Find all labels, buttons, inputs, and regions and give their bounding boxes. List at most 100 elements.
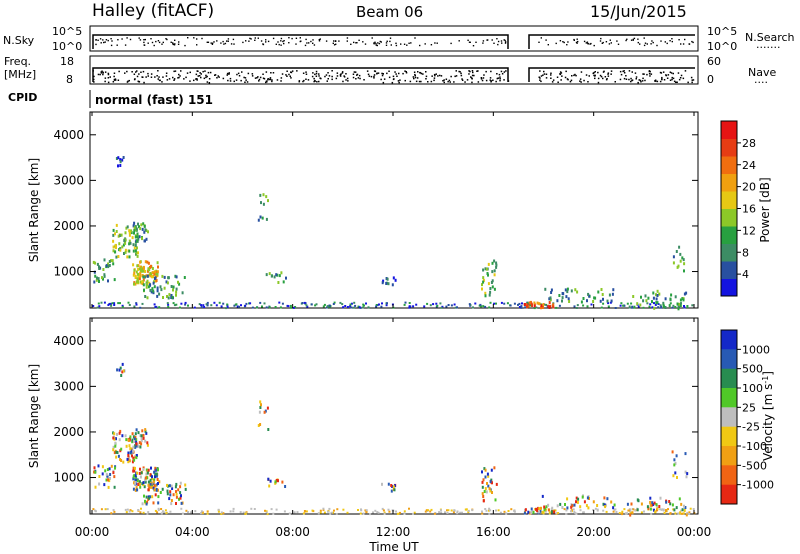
nave-dot [425,71,427,73]
colorbar-tick-label: 12 [742,224,756,237]
nave-dot [404,70,406,72]
nave-dot [205,76,207,79]
colorbar-swatch [721,446,737,466]
echo-cell [387,282,390,286]
echo-cell [147,261,150,265]
echo-cell [154,270,157,274]
nave-dot [667,74,670,76]
echo-cell [159,285,162,289]
echo-cell [408,306,411,309]
echo-cell [164,509,167,512]
echo-cell [481,510,483,513]
echo-cell [484,487,487,491]
nave-dot [381,72,383,75]
nsearch-dot [586,41,589,43]
echo-cell [133,282,135,286]
echo-cell [672,508,675,511]
echo-cell [386,277,389,281]
echo-cell [180,501,183,505]
echo-cell [145,431,148,435]
echo-cell [220,513,223,515]
nsearch-dot [332,42,334,44]
echo-cell [135,475,138,479]
echo-cell [158,480,161,484]
echo-cell [304,510,307,513]
echo-cell [98,267,101,270]
echo-cell [122,369,125,373]
nsearch-dot [376,44,378,47]
nave-dot [437,75,439,77]
echo-cell [357,509,359,511]
nsearch-dot [671,40,673,43]
nsearch-dot [165,38,167,40]
nave-dot [251,73,254,75]
echo-cell [517,303,519,306]
nave-dot [196,79,198,81]
echo-cell [140,471,143,475]
echo-cell [181,512,184,515]
echo-cell [149,485,152,489]
echo-cell [97,302,100,305]
echo-cell [112,431,115,435]
echo-cell [682,298,685,302]
nsearch-dot [573,38,575,41]
echo-cell [256,306,258,309]
nave-dot [367,73,370,76]
echo-cell [677,304,680,308]
y-tick-label: 3000 [53,379,84,393]
nave-dot [560,72,563,74]
echo-cell [134,466,136,470]
echo-cell [267,477,270,481]
nsearch-dot [227,40,229,42]
nsearch-dot [406,44,408,46]
nsearch-dot [493,42,495,44]
echo-cell [611,292,614,296]
nave-dot [659,71,662,74]
echo-cell [107,265,110,269]
nave-dot [331,78,333,81]
echo-cell [290,306,293,309]
nave-dot [427,81,429,83]
echo-cell [116,368,119,372]
echo-cell [131,460,134,464]
echo-cell [120,374,123,377]
echo-cell [480,305,482,308]
echo-cell [412,512,414,515]
echo-cell [465,508,468,511]
echo-cell [102,268,105,271]
nave-dot [638,79,640,81]
echo-cell [565,509,568,512]
nsearch-dot [216,40,218,42]
nsearch-dot [497,43,499,46]
echo-cell [184,301,187,304]
nave-dot [109,76,111,78]
echo-cell [445,305,448,308]
echo-cell [350,302,353,305]
nave-dot [623,77,626,80]
echo-cell [376,511,379,514]
echo-cell [520,305,523,308]
echo-cell [623,508,626,511]
nave-dot [623,70,625,72]
echo-cell [438,511,441,514]
nave-dot [398,72,400,75]
nave-dot [580,81,582,83]
nave-dot [206,75,208,78]
nave-dot [669,71,672,73]
echo-cell [487,474,490,478]
echo-cell [683,305,685,307]
echo-cell [107,279,109,283]
echo-cell [342,508,345,511]
nsearch-dot [358,39,360,41]
nsearch-dot [184,44,186,47]
echo-cell [179,491,182,495]
echo-cell [505,512,508,515]
echo-cell [369,513,371,516]
nave-dot [567,78,569,81]
echo-cell [113,437,116,441]
echo-cell [146,260,149,264]
echo-cell [259,301,262,304]
echo-cell [653,501,656,505]
nsearch-dot [424,43,426,45]
echo-cell [551,506,554,510]
